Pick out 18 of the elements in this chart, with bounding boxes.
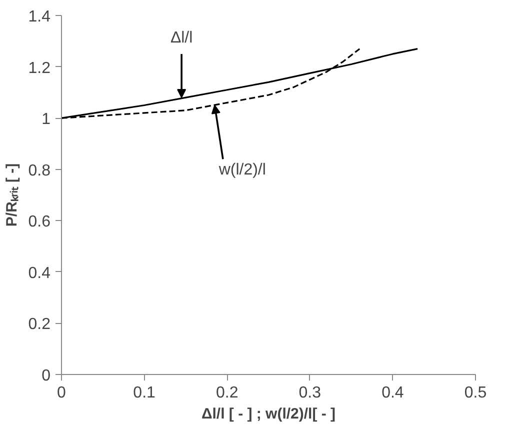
y-tick-label: 0.8 bbox=[28, 162, 51, 180]
y-tick-label: 0 bbox=[42, 368, 51, 384]
x-axis-title: Δl/l [ - ] ; w(l/2)/l[ - ] bbox=[201, 406, 336, 422]
x-tick-label: 0.4 bbox=[382, 384, 404, 402]
y-tick-label: 1.2 bbox=[28, 60, 51, 77]
x-tick-label: 0.1 bbox=[133, 384, 156, 402]
annotation: Δl/l bbox=[170, 29, 193, 46]
y-tick-label: 0.6 bbox=[28, 214, 51, 231]
y-tick-label: 0.2 bbox=[28, 316, 51, 334]
x-tick-label: 0.3 bbox=[298, 384, 322, 402]
y-axis-title: P/Rₖᵣᵢₜ [ -] bbox=[3, 163, 20, 227]
annotation: w(l/2)/l bbox=[218, 162, 266, 179]
x-tick-label: 0.2 bbox=[216, 384, 238, 402]
y-tick-label: 1 bbox=[42, 111, 51, 128]
y-tick-label: 1.4 bbox=[28, 8, 51, 26]
x-tick-label: 0 bbox=[57, 384, 66, 402]
x-tick-label: 0.5 bbox=[464, 384, 487, 402]
y-tick-label: 0.4 bbox=[28, 264, 51, 282]
